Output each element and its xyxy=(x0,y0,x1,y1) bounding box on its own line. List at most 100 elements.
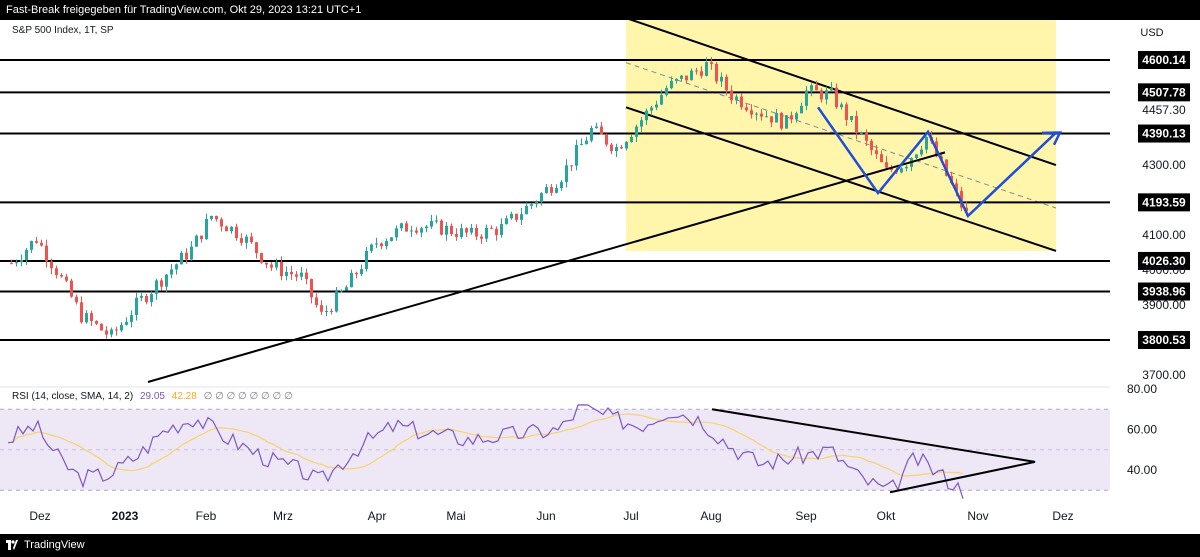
candle-body xyxy=(900,168,903,173)
candle-body xyxy=(630,136,633,142)
candle-body xyxy=(695,70,698,72)
candle-body xyxy=(775,113,778,123)
projection-path xyxy=(816,106,1056,218)
time-tick-label: 2023 xyxy=(112,509,139,523)
candle-body xyxy=(35,241,38,243)
candle-body xyxy=(75,296,78,303)
time-tick-label: Jun xyxy=(536,509,555,523)
price-tick-label: 4100.00 xyxy=(1142,228,1186,242)
candle-body xyxy=(280,262,283,277)
candle-body xyxy=(140,296,143,298)
rsi-legend-title: RSI (14, close, SMA, 14, 2) xyxy=(12,391,134,402)
footer-brand: TradingView xyxy=(24,539,85,551)
rsi-legend: RSI (14, close, SMA, 14, 2) 29.05 42.28 … xyxy=(12,391,293,402)
candle-body xyxy=(675,78,678,81)
candle-body xyxy=(835,87,838,108)
candle-body xyxy=(360,269,363,275)
candle-body xyxy=(170,269,173,275)
candle-body xyxy=(255,242,258,254)
candle-body xyxy=(395,228,398,238)
candle-body xyxy=(530,204,533,206)
level-label: 4026.30 xyxy=(1142,254,1186,268)
candle-body xyxy=(525,205,528,215)
candle-body xyxy=(465,228,468,233)
candle-body xyxy=(615,147,618,152)
candle-body xyxy=(470,227,473,233)
level-label: 3800.53 xyxy=(1142,333,1186,347)
level-badge xyxy=(1138,83,1190,102)
candle-body xyxy=(290,271,293,275)
time-tick-label: Nov xyxy=(967,509,988,523)
candle-body xyxy=(400,223,403,229)
candle-body xyxy=(480,236,483,239)
price-tick-label: 3900.00 xyxy=(1142,298,1186,312)
candle-body xyxy=(390,237,393,242)
candle-body xyxy=(220,219,223,227)
candle-body xyxy=(535,201,538,205)
candle-body xyxy=(230,226,233,232)
candle-body xyxy=(235,226,238,239)
candle-body xyxy=(560,182,563,189)
candle-body xyxy=(965,207,968,212)
candle-body xyxy=(130,315,133,322)
level-badge xyxy=(1138,331,1190,349)
candle-body xyxy=(605,134,608,145)
candle-body xyxy=(730,90,733,101)
candle-body xyxy=(410,230,413,232)
candle-body xyxy=(105,330,108,335)
candle-body xyxy=(565,165,568,183)
candle-body xyxy=(650,107,653,111)
candle-body xyxy=(505,218,508,225)
rsi-line xyxy=(7,404,964,499)
candle-body xyxy=(785,115,788,129)
candle-body xyxy=(850,115,853,121)
candle-body xyxy=(375,243,378,245)
candle-body xyxy=(920,149,923,155)
candle-body xyxy=(165,274,168,287)
candle-body xyxy=(95,321,98,324)
candle-body xyxy=(475,227,478,237)
level-badge xyxy=(1138,193,1190,212)
candle-body xyxy=(450,225,453,234)
level-label: 4507.78 xyxy=(1142,85,1186,99)
candle-body xyxy=(195,235,198,247)
time-tick-label: Jul xyxy=(623,509,638,523)
candle-body xyxy=(30,241,33,250)
candle-body xyxy=(20,259,23,263)
level-badge xyxy=(1138,251,1190,270)
candle-body xyxy=(570,165,573,167)
candle-body xyxy=(365,250,368,270)
candle-body xyxy=(640,120,643,127)
time-tick-label: Okt xyxy=(877,509,896,523)
candle-body xyxy=(555,188,558,193)
candle-body xyxy=(705,62,708,76)
candle-body xyxy=(865,132,868,141)
candle-body xyxy=(435,220,438,222)
candle-body xyxy=(85,313,88,323)
candle-body xyxy=(885,162,888,168)
candle-body xyxy=(70,280,73,297)
candle-body xyxy=(350,272,353,288)
candle-body xyxy=(855,115,858,134)
candle-body xyxy=(780,113,783,129)
candle-body xyxy=(715,63,718,82)
candle-body xyxy=(520,214,523,220)
candle-body xyxy=(460,228,463,238)
candle-body xyxy=(875,150,878,155)
candle-body xyxy=(960,190,963,208)
time-tick-label: Mrz xyxy=(273,509,293,523)
candle-body xyxy=(690,70,693,81)
candle-body xyxy=(660,94,663,105)
candle-body xyxy=(745,107,748,111)
candle-body xyxy=(80,302,83,323)
rsi-tick-label: 60.00 xyxy=(1127,423,1157,437)
candle-body xyxy=(455,233,458,238)
candle-body xyxy=(750,110,753,115)
candle-body xyxy=(145,296,148,303)
rsi-value: 29.05 xyxy=(139,391,165,402)
rsi-tick-label: 40.00 xyxy=(1127,463,1157,477)
rsi-empty-values: ∅ ∅ ∅ ∅ ∅ ∅ ∅ ∅ xyxy=(203,391,293,402)
price-chart[interactable]: 4600.14 4507.78 4390.13 4193.59 4026.30 3938.… xyxy=(0,20,1200,532)
candle-body xyxy=(275,262,278,268)
